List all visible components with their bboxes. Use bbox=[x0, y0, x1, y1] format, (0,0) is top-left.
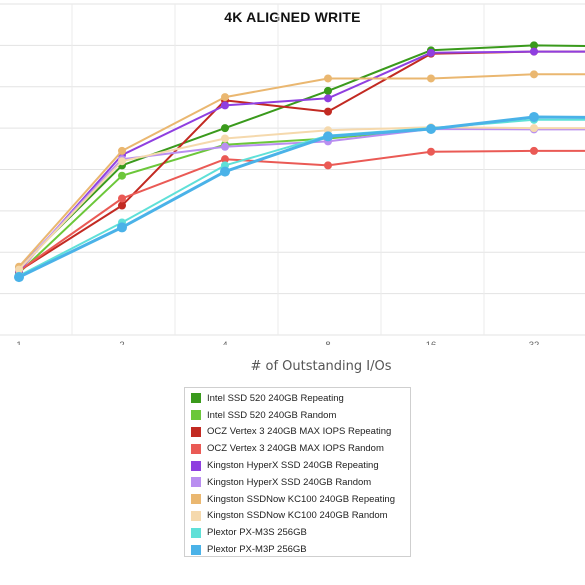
series-line bbox=[18, 126, 585, 271]
legend-swatch bbox=[191, 460, 201, 471]
legend-swatch bbox=[191, 393, 201, 404]
data-point bbox=[427, 147, 435, 156]
data-point bbox=[221, 93, 229, 102]
x-axis-label: # of Outstanding I/Os bbox=[250, 359, 392, 374]
data-point bbox=[221, 101, 229, 110]
data-point bbox=[324, 94, 332, 103]
series-lines bbox=[14, 41, 585, 283]
data-point bbox=[530, 70, 538, 79]
data-point bbox=[118, 171, 126, 180]
legend-swatch bbox=[191, 527, 201, 538]
data-point bbox=[426, 123, 436, 134]
series-10 bbox=[14, 111, 585, 283]
series-line bbox=[18, 128, 585, 270]
series-line bbox=[18, 50, 585, 272]
legend-item[interactable]: Plextor PX-M3S 256GB bbox=[191, 524, 410, 541]
legend-swatch bbox=[191, 426, 201, 437]
data-point bbox=[324, 107, 332, 116]
series-line bbox=[18, 44, 585, 269]
data-point bbox=[530, 124, 538, 133]
series-line bbox=[18, 50, 585, 272]
x-tick-label: 4 bbox=[222, 340, 227, 345]
legend-item[interactable]: Kingston SSDNow KC100 240GB Random bbox=[191, 508, 410, 525]
data-point bbox=[530, 146, 538, 155]
legend-item[interactable]: Kingston SSDNow KC100 240GB Repeating bbox=[191, 491, 410, 508]
data-point bbox=[323, 131, 333, 142]
chart-legend: Intel SSD 520 240GB Repeating Intel SSD 5… bbox=[184, 387, 411, 557]
legend-label: Kingston SSDNow KC100 240GB Random bbox=[207, 510, 388, 522]
legend-item[interactable]: OCZ Vertex 3 240GB MAX IOPS Repeating bbox=[191, 424, 410, 441]
x-tick-label: 1 bbox=[16, 340, 21, 345]
data-point bbox=[118, 146, 126, 155]
x-tick-label: 8 bbox=[325, 340, 330, 345]
data-point bbox=[221, 134, 229, 143]
data-point bbox=[220, 166, 230, 177]
data-point bbox=[221, 124, 229, 133]
grid-lines bbox=[0, 3, 585, 336]
legend-item[interactable]: Kingston HyperX SSD 240GB Random bbox=[191, 474, 410, 491]
legend-label: Plextor PX-M3P 256GB bbox=[207, 544, 307, 556]
data-point bbox=[118, 201, 126, 210]
chart-title: 4K ALIGNED WRITE bbox=[224, 9, 361, 25]
x-tick-label: 32 bbox=[529, 340, 540, 345]
series-3 bbox=[15, 47, 585, 275]
data-point bbox=[530, 41, 538, 50]
data-point bbox=[118, 194, 126, 203]
legend-label: Intel SSD 520 240GB Repeating bbox=[207, 392, 344, 404]
data-point bbox=[324, 74, 332, 83]
data-point bbox=[324, 161, 332, 170]
legend-label: Kingston HyperX SSD 240GB Repeating bbox=[207, 460, 379, 472]
data-point bbox=[529, 111, 539, 122]
series-2 bbox=[15, 124, 585, 277]
data-point bbox=[427, 74, 435, 83]
data-point bbox=[427, 48, 435, 57]
legend-label: Kingston SSDNow KC100 240GB Repeating bbox=[207, 493, 396, 505]
legend-label: Kingston HyperX SSD 240GB Random bbox=[207, 476, 372, 488]
data-point bbox=[530, 47, 538, 56]
legend-label: Intel SSD 520 240GB Random bbox=[207, 409, 337, 421]
data-point bbox=[15, 265, 23, 274]
series-5 bbox=[15, 47, 585, 275]
x-axis-ticks: 1 2 4 8 16 32 bbox=[16, 340, 539, 345]
legend-swatch bbox=[191, 510, 201, 521]
data-point bbox=[14, 272, 24, 283]
legend-item[interactable]: Kingston HyperX SSD 240GB Repeating bbox=[191, 457, 410, 474]
legend-item[interactable]: Intel SSD 520 240GB Random bbox=[191, 407, 410, 424]
chart-plot: 1 2 4 8 16 32 bbox=[0, 3, 585, 345]
legend-item[interactable]: Intel SSD 520 240GB Repeating bbox=[191, 390, 410, 407]
legend-label: OCZ Vertex 3 240GB MAX IOPS Repeating bbox=[207, 426, 392, 438]
data-point bbox=[118, 157, 126, 166]
legend-swatch bbox=[191, 544, 201, 555]
data-point bbox=[221, 142, 229, 151]
legend-label: Plextor PX-M3S 256GB bbox=[207, 527, 307, 539]
x-tick-label: 2 bbox=[119, 340, 124, 345]
legend-item[interactable]: OCZ Vertex 3 240GB MAX IOPS Random bbox=[191, 440, 410, 457]
x-tick-label: 16 bbox=[426, 340, 437, 345]
legend-swatch bbox=[191, 494, 201, 505]
data-point bbox=[221, 155, 229, 164]
legend-swatch bbox=[191, 443, 201, 454]
legend-swatch bbox=[191, 410, 201, 421]
data-point bbox=[324, 86, 332, 95]
legend-label: OCZ Vertex 3 240GB MAX IOPS Random bbox=[207, 443, 384, 455]
data-point bbox=[117, 222, 127, 233]
legend-swatch bbox=[191, 477, 201, 488]
legend-item[interactable]: Plextor PX-M3P 256GB bbox=[191, 541, 410, 558]
series-line bbox=[18, 73, 585, 268]
